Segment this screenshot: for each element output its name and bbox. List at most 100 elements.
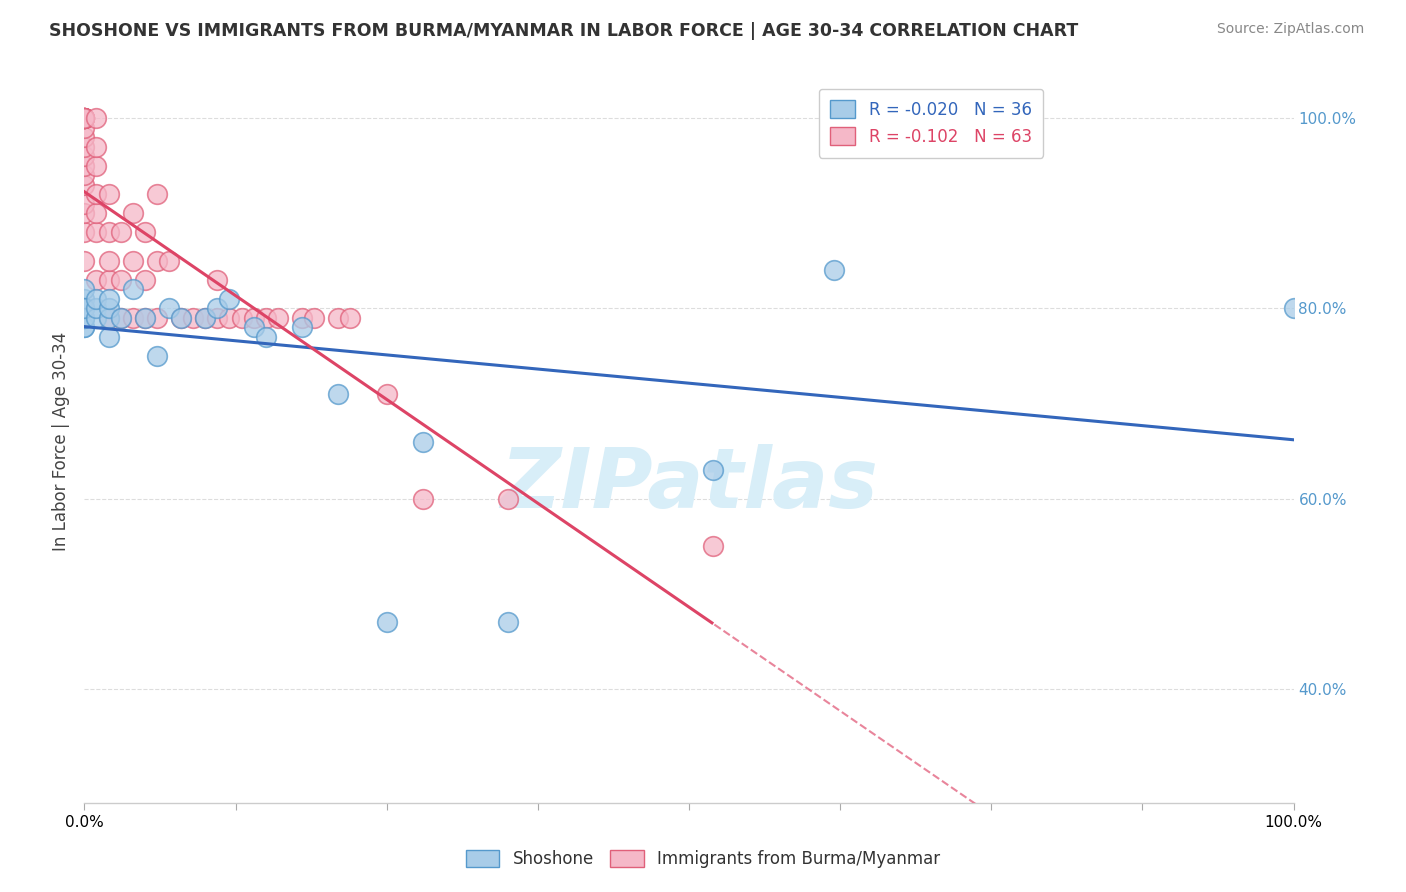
Point (73, 112, 96, 126)
Text: SHOSHONE VS IMMIGRANTS FROM BURMA/MYANMAR IN LABOR FORCE | AGE 30-34 CORRELATION: SHOSHONE VS IMMIGRANTS FROM BURMA/MYANMA… (49, 22, 1078, 40)
Point (194, 310, 217, 325)
Point (207, 301, 229, 316)
Point (412, 491, 434, 506)
Point (73, 301, 96, 316)
Point (134, 310, 156, 325)
Point (73, 120, 96, 135)
Point (207, 273, 229, 287)
Point (194, 310, 217, 325)
Point (73, 292, 96, 306)
Point (291, 310, 314, 325)
Point (134, 310, 156, 325)
Point (242, 310, 264, 325)
Point (157, 301, 180, 316)
Point (73, 226, 96, 240)
Point (73, 112, 96, 126)
Point (291, 320, 314, 334)
Point (73, 320, 96, 334)
Point (97, 292, 120, 306)
Point (170, 310, 193, 325)
Point (73, 320, 96, 334)
Point (97, 310, 120, 325)
Point (328, 310, 350, 325)
Point (86, 310, 108, 325)
Point (73, 169, 96, 183)
Point (73, 159, 96, 173)
Point (86, 187, 108, 202)
Point (254, 330, 277, 344)
Point (134, 226, 156, 240)
Point (73, 112, 96, 126)
Point (97, 187, 120, 202)
Point (1282, 301, 1305, 316)
Point (97, 226, 120, 240)
Point (73, 112, 96, 126)
Point (254, 310, 277, 325)
Point (218, 310, 240, 325)
Point (218, 292, 240, 306)
Point (231, 310, 253, 325)
Point (146, 254, 169, 268)
Point (73, 112, 96, 126)
Point (86, 206, 108, 220)
Text: Source: ZipAtlas.com: Source: ZipAtlas.com (1216, 22, 1364, 37)
Point (73, 310, 96, 325)
Point (328, 387, 350, 401)
Point (146, 310, 169, 325)
Point (86, 159, 108, 173)
Point (146, 187, 169, 202)
Y-axis label: In Labor Force | Age 30-34: In Labor Force | Age 30-34 (52, 332, 70, 551)
Point (702, 463, 724, 477)
Point (73, 112, 96, 126)
Point (86, 273, 108, 287)
Point (86, 292, 108, 306)
Point (73, 112, 96, 126)
Point (121, 310, 143, 325)
Point (110, 310, 132, 325)
Point (121, 282, 143, 296)
Point (110, 226, 132, 240)
Point (86, 140, 108, 154)
Point (339, 310, 361, 325)
Point (302, 310, 325, 325)
Point (97, 273, 120, 287)
Point (375, 615, 398, 630)
Point (86, 301, 108, 316)
Point (121, 254, 143, 268)
Point (823, 263, 845, 277)
Point (73, 301, 96, 316)
Point (157, 254, 180, 268)
Point (97, 254, 120, 268)
Point (146, 349, 169, 363)
Point (496, 615, 519, 630)
Point (73, 140, 96, 154)
Point (702, 539, 724, 553)
Point (97, 330, 120, 344)
Text: ZIPatlas: ZIPatlas (501, 444, 877, 525)
Point (73, 282, 96, 296)
Point (73, 310, 96, 325)
Point (134, 273, 156, 287)
Point (73, 149, 96, 163)
Point (73, 254, 96, 268)
Point (97, 301, 120, 316)
Point (110, 310, 132, 325)
Point (73, 178, 96, 192)
Point (242, 320, 264, 334)
Point (73, 130, 96, 145)
Point (73, 301, 96, 316)
Point (73, 310, 96, 325)
Legend: R = -0.020   N = 36, R = -0.102   N = 63: R = -0.020 N = 36, R = -0.102 N = 63 (818, 88, 1043, 158)
Point (375, 387, 398, 401)
Legend: Shoshone, Immigrants from Burma/Myanmar: Shoshone, Immigrants from Burma/Myanmar (460, 843, 946, 875)
Point (86, 226, 108, 240)
Point (181, 310, 204, 325)
Point (207, 310, 229, 325)
Point (73, 206, 96, 220)
Point (267, 310, 290, 325)
Point (121, 206, 143, 220)
Point (73, 112, 96, 126)
Point (86, 112, 108, 126)
Point (496, 491, 519, 506)
Point (73, 112, 96, 126)
